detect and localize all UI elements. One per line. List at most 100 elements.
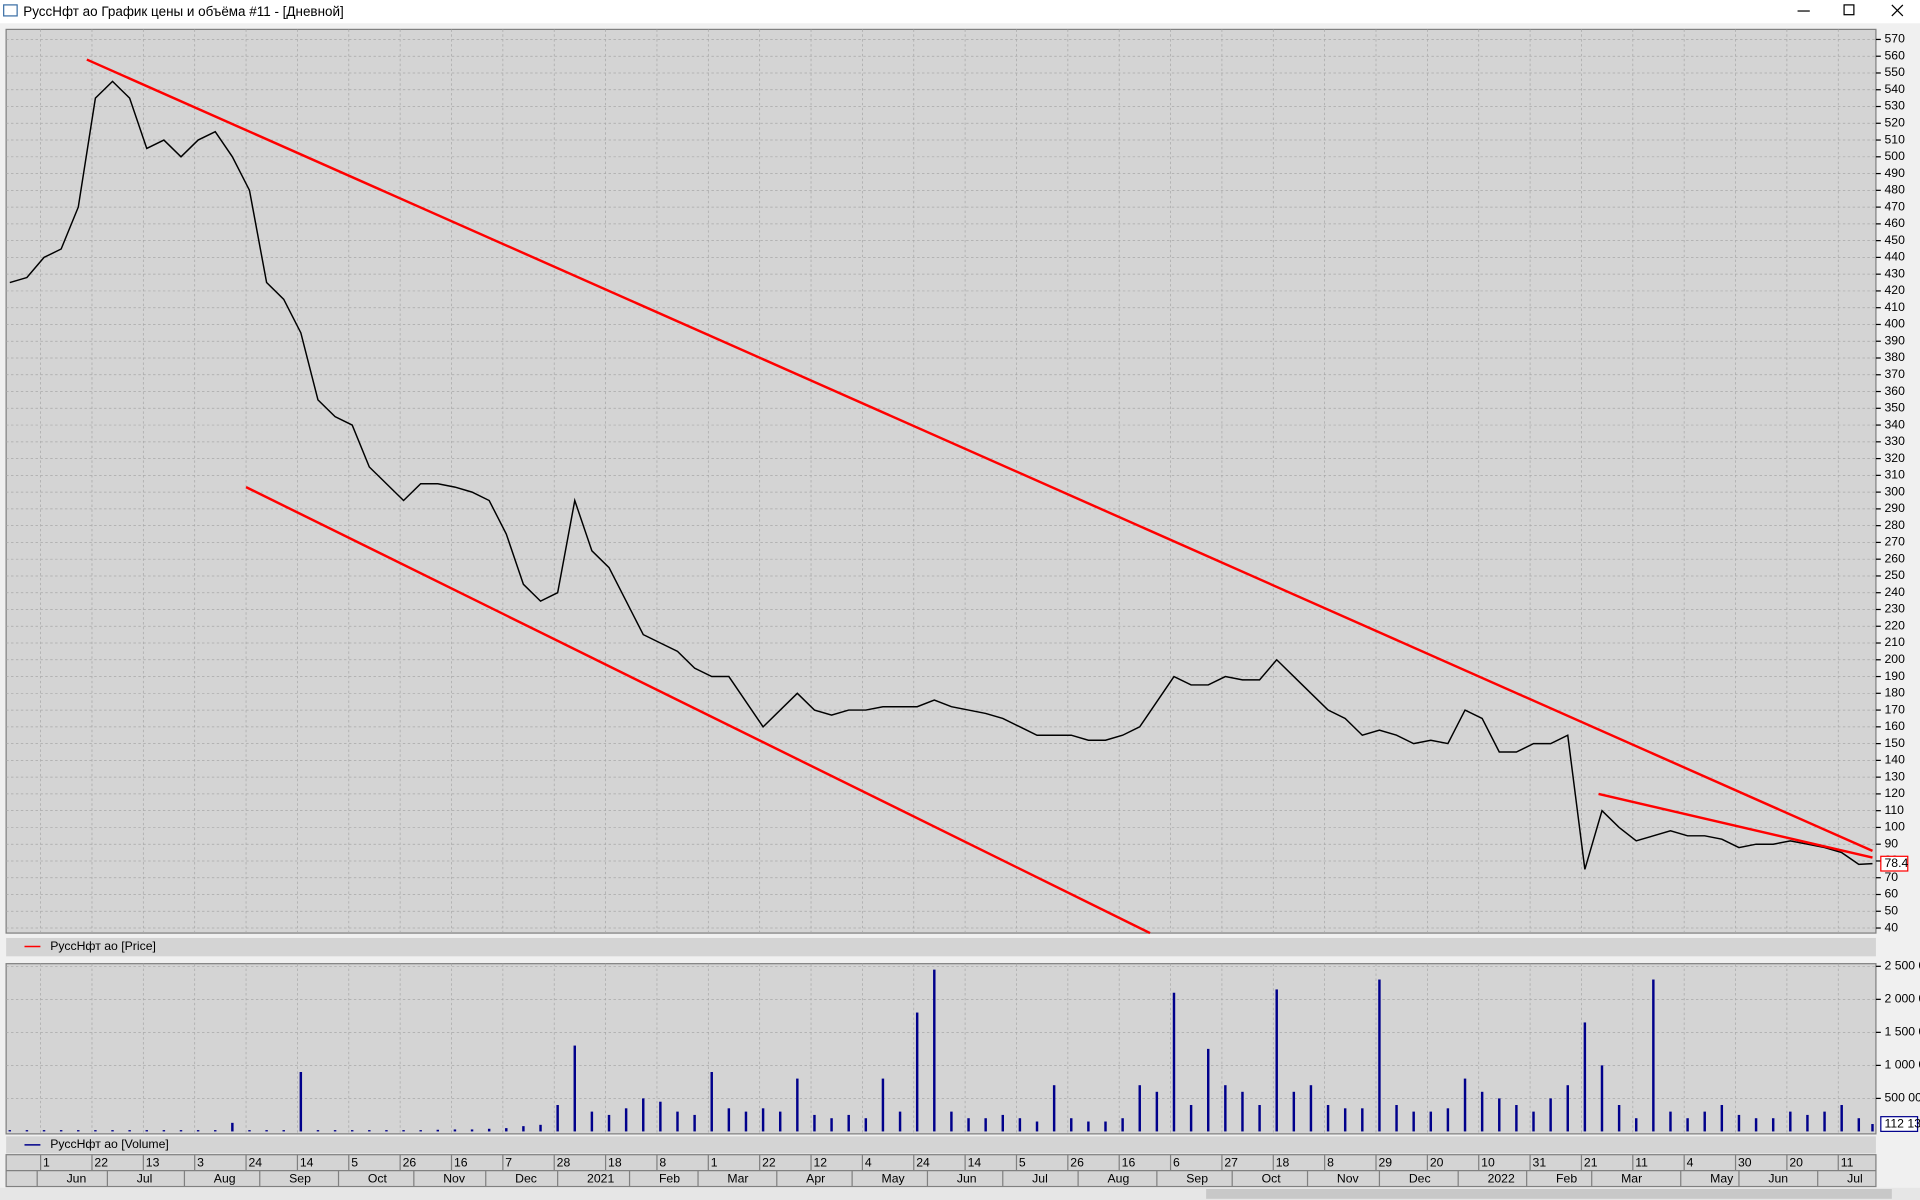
volume-bar: [693, 1114, 696, 1132]
x-tick-label: 14: [300, 1155, 314, 1169]
y-tick-label: 410: [1884, 300, 1905, 314]
y-tick-label: 530: [1884, 99, 1905, 113]
close-button[interactable]: [1891, 4, 1904, 17]
y-tick-label: 180: [1884, 686, 1905, 700]
volume-bar: [59, 1130, 63, 1132]
volume-bar: [642, 1098, 645, 1132]
scroll-thumb[interactable]: [1206, 1188, 1892, 1199]
y-tick-label: 360: [1884, 384, 1905, 398]
month-label: Mar: [727, 1171, 748, 1185]
y-tick-label: 1 500 000: [1884, 1025, 1920, 1039]
volume-bar: [145, 1130, 148, 1132]
volume-bar: [77, 1130, 80, 1132]
volume-bar: [590, 1111, 594, 1132]
x-tick-label: 22: [94, 1155, 108, 1169]
x-tick-label: 27: [1224, 1155, 1238, 1169]
month-label: Jun: [67, 1171, 87, 1185]
month-label: Mar: [1621, 1171, 1642, 1185]
restore-button[interactable]: [1843, 4, 1855, 16]
volume-bar: [25, 1130, 29, 1132]
price-legend-bar: [6, 937, 1876, 957]
volume-bar: [282, 1130, 285, 1132]
trendline: [1598, 792, 1873, 859]
volume-bar: [316, 1130, 320, 1132]
month-label: Jul: [1032, 1171, 1048, 1185]
volume-bar: [385, 1130, 388, 1132]
x-tick-label: 4: [1687, 1155, 1694, 1169]
y-tick-label: 160: [1884, 719, 1905, 733]
volume-bar: [710, 1071, 713, 1132]
volume-bar: [744, 1111, 748, 1132]
volume-bar: [1412, 1111, 1415, 1132]
month-label: Nov: [443, 1171, 466, 1185]
y-tick-label: 2 500 000: [1884, 959, 1920, 973]
volume-bar: [1669, 1111, 1672, 1132]
y-tick-label: 310: [1884, 468, 1905, 482]
y-tick-label: 470: [1884, 199, 1905, 213]
x-tick-label: 11: [1841, 1155, 1854, 1169]
volume-bar: [1686, 1118, 1689, 1132]
y-tick-label: 460: [1884, 216, 1905, 230]
volume-bar: [1549, 1098, 1552, 1132]
volume-bar: [1189, 1105, 1193, 1132]
volume-bar: [1052, 1085, 1056, 1132]
last-price-label: 78.4: [1884, 856, 1908, 870]
y-tick-label: 250: [1884, 568, 1905, 582]
y-tick-label: 350: [1884, 401, 1905, 415]
volume-bar: [436, 1129, 440, 1132]
y-tick-label: 290: [1884, 501, 1905, 515]
title-bar: [0, 0, 1920, 24]
volume-bar: [1361, 1108, 1364, 1132]
volume-bar: [1754, 1118, 1758, 1132]
volume-bar: [522, 1126, 525, 1132]
volume-bar: [248, 1130, 251, 1132]
volume-bar: [796, 1078, 799, 1132]
volume-bar: [573, 1045, 576, 1132]
month-label: Sep: [1186, 1171, 1208, 1185]
x-tick-label: 14: [968, 1155, 982, 1169]
volume-bar: [727, 1108, 731, 1132]
volume-bar: [128, 1130, 131, 1132]
y-tick-label: 50: [1884, 904, 1898, 918]
volume-bar: [1840, 1105, 1843, 1132]
month-label: Jul: [137, 1171, 153, 1185]
volume-bar: [778, 1111, 782, 1132]
volume-bar: [1635, 1118, 1638, 1132]
volume-bar: [368, 1130, 371, 1132]
x-tick-label: 1: [711, 1155, 718, 1169]
y-tick-label: 90: [1884, 836, 1898, 850]
volume-bar: [539, 1124, 542, 1132]
x-tick-label: 1: [43, 1155, 50, 1169]
y-tick-label: 500: [1884, 149, 1905, 163]
month-label: Nov: [1337, 1171, 1360, 1185]
volume-bar: [1771, 1118, 1775, 1132]
y-tick-label: 330: [1884, 434, 1905, 448]
volume-bar: [676, 1111, 679, 1132]
x-tick-label: 13: [146, 1155, 160, 1169]
y-tick-label: 440: [1884, 250, 1905, 264]
volume-bar: [1018, 1118, 1022, 1132]
month-label: May: [1710, 1171, 1734, 1185]
price-panel: [5, 28, 1877, 934]
month-label: Oct: [368, 1171, 388, 1185]
volume-bar: [1258, 1105, 1261, 1132]
volume-bar: [1087, 1121, 1090, 1132]
volume-bar: [607, 1114, 611, 1132]
last-volume-label: 112 13: [1884, 1116, 1920, 1130]
y-tick-label: 220: [1884, 618, 1905, 632]
volume-bar: [659, 1101, 662, 1132]
volume-bar: [1789, 1111, 1792, 1132]
volume-bar: [813, 1114, 816, 1132]
x-tick-label: 24: [249, 1155, 263, 1169]
legend-label: РуссНфт ао [Volume]: [50, 1137, 169, 1151]
y-tick-label: 120: [1884, 786, 1905, 800]
month-label: Feb: [659, 1171, 680, 1185]
volume-bar: [915, 1012, 919, 1132]
volume-legend-bar: [6, 1136, 1876, 1154]
last-volume-box: [1880, 1116, 1919, 1132]
x-tick-label: 22: [762, 1155, 776, 1169]
y-tick-label: 400: [1884, 317, 1905, 331]
x-tick-label: 26: [403, 1155, 417, 1169]
volume-bar: [1871, 1124, 1874, 1132]
volume-bar: [1138, 1085, 1141, 1132]
